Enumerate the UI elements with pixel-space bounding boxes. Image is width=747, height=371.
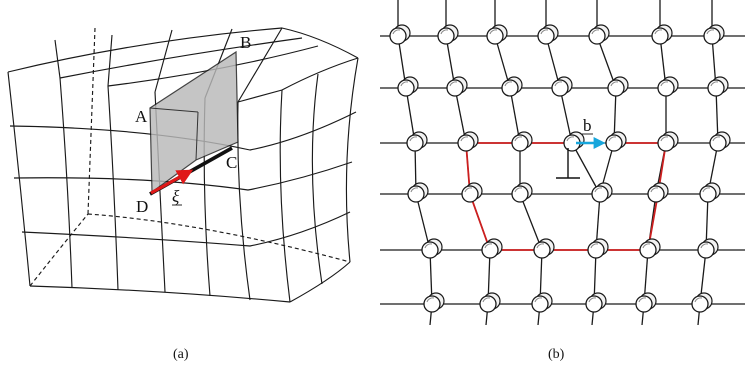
- atom: [389, 24, 411, 45]
- point-label-b: B: [240, 33, 251, 52]
- atom: [585, 292, 607, 313]
- lattice-atoms: [389, 24, 731, 313]
- atom: [446, 76, 468, 97]
- lattice-bond: [415, 193, 431, 251]
- atom: [697, 238, 719, 259]
- atom: [461, 182, 483, 203]
- lattice-bond: [559, 87, 573, 144]
- lattice-bond: [571, 142, 601, 195]
- shaded-slip-plane: [149, 50, 239, 194]
- atom: [421, 238, 443, 259]
- atom: [703, 24, 725, 45]
- atom: [486, 24, 508, 45]
- atom: [407, 182, 429, 203]
- atom: [657, 76, 679, 97]
- atom: [563, 131, 585, 152]
- atom: [591, 182, 613, 203]
- lattice-bond: [494, 35, 511, 89]
- crystal-block-grid: [7, 27, 359, 303]
- point-label-a: A: [135, 107, 148, 126]
- atom: [707, 76, 729, 97]
- atom: [691, 292, 713, 313]
- atom: [481, 238, 503, 259]
- caption-a: (a): [173, 347, 189, 362]
- atom: [651, 24, 673, 45]
- xi-label: ξ: [172, 187, 180, 206]
- atom: [647, 182, 669, 203]
- atom: [423, 292, 445, 313]
- atom: [635, 292, 657, 313]
- atom: [639, 238, 661, 259]
- atom: [699, 182, 721, 203]
- point-label-c: C: [226, 153, 237, 172]
- point-label-d: D: [136, 197, 148, 216]
- atom: [551, 76, 573, 97]
- dislocation-symbol: [556, 148, 580, 179]
- atom: [537, 24, 559, 45]
- atom: [479, 292, 501, 313]
- atom: [709, 131, 731, 152]
- atom: [587, 238, 609, 259]
- burgers-vector-label: b: [583, 116, 592, 135]
- atom: [397, 76, 419, 97]
- panel-a: A B C D ξ (a): [7, 27, 359, 362]
- atom: [511, 131, 533, 152]
- panel-b: b (b): [380, 0, 745, 362]
- line-sense-arrow: [150, 169, 194, 195]
- atom: [657, 131, 679, 152]
- atom: [501, 76, 523, 97]
- atom: [605, 131, 627, 152]
- burgers-circuit: [465, 142, 667, 251]
- lattice-bond: [519, 193, 543, 251]
- atom: [607, 76, 629, 97]
- atom: [533, 238, 555, 259]
- atom: [588, 24, 610, 45]
- lattice-bond: [596, 35, 617, 89]
- atom: [437, 24, 459, 45]
- atom: [511, 182, 533, 203]
- lattice-bonds: [380, 0, 745, 326]
- atom: [457, 131, 479, 152]
- atom: [531, 292, 553, 313]
- caption-b: (b): [548, 347, 565, 362]
- atom: [406, 131, 428, 152]
